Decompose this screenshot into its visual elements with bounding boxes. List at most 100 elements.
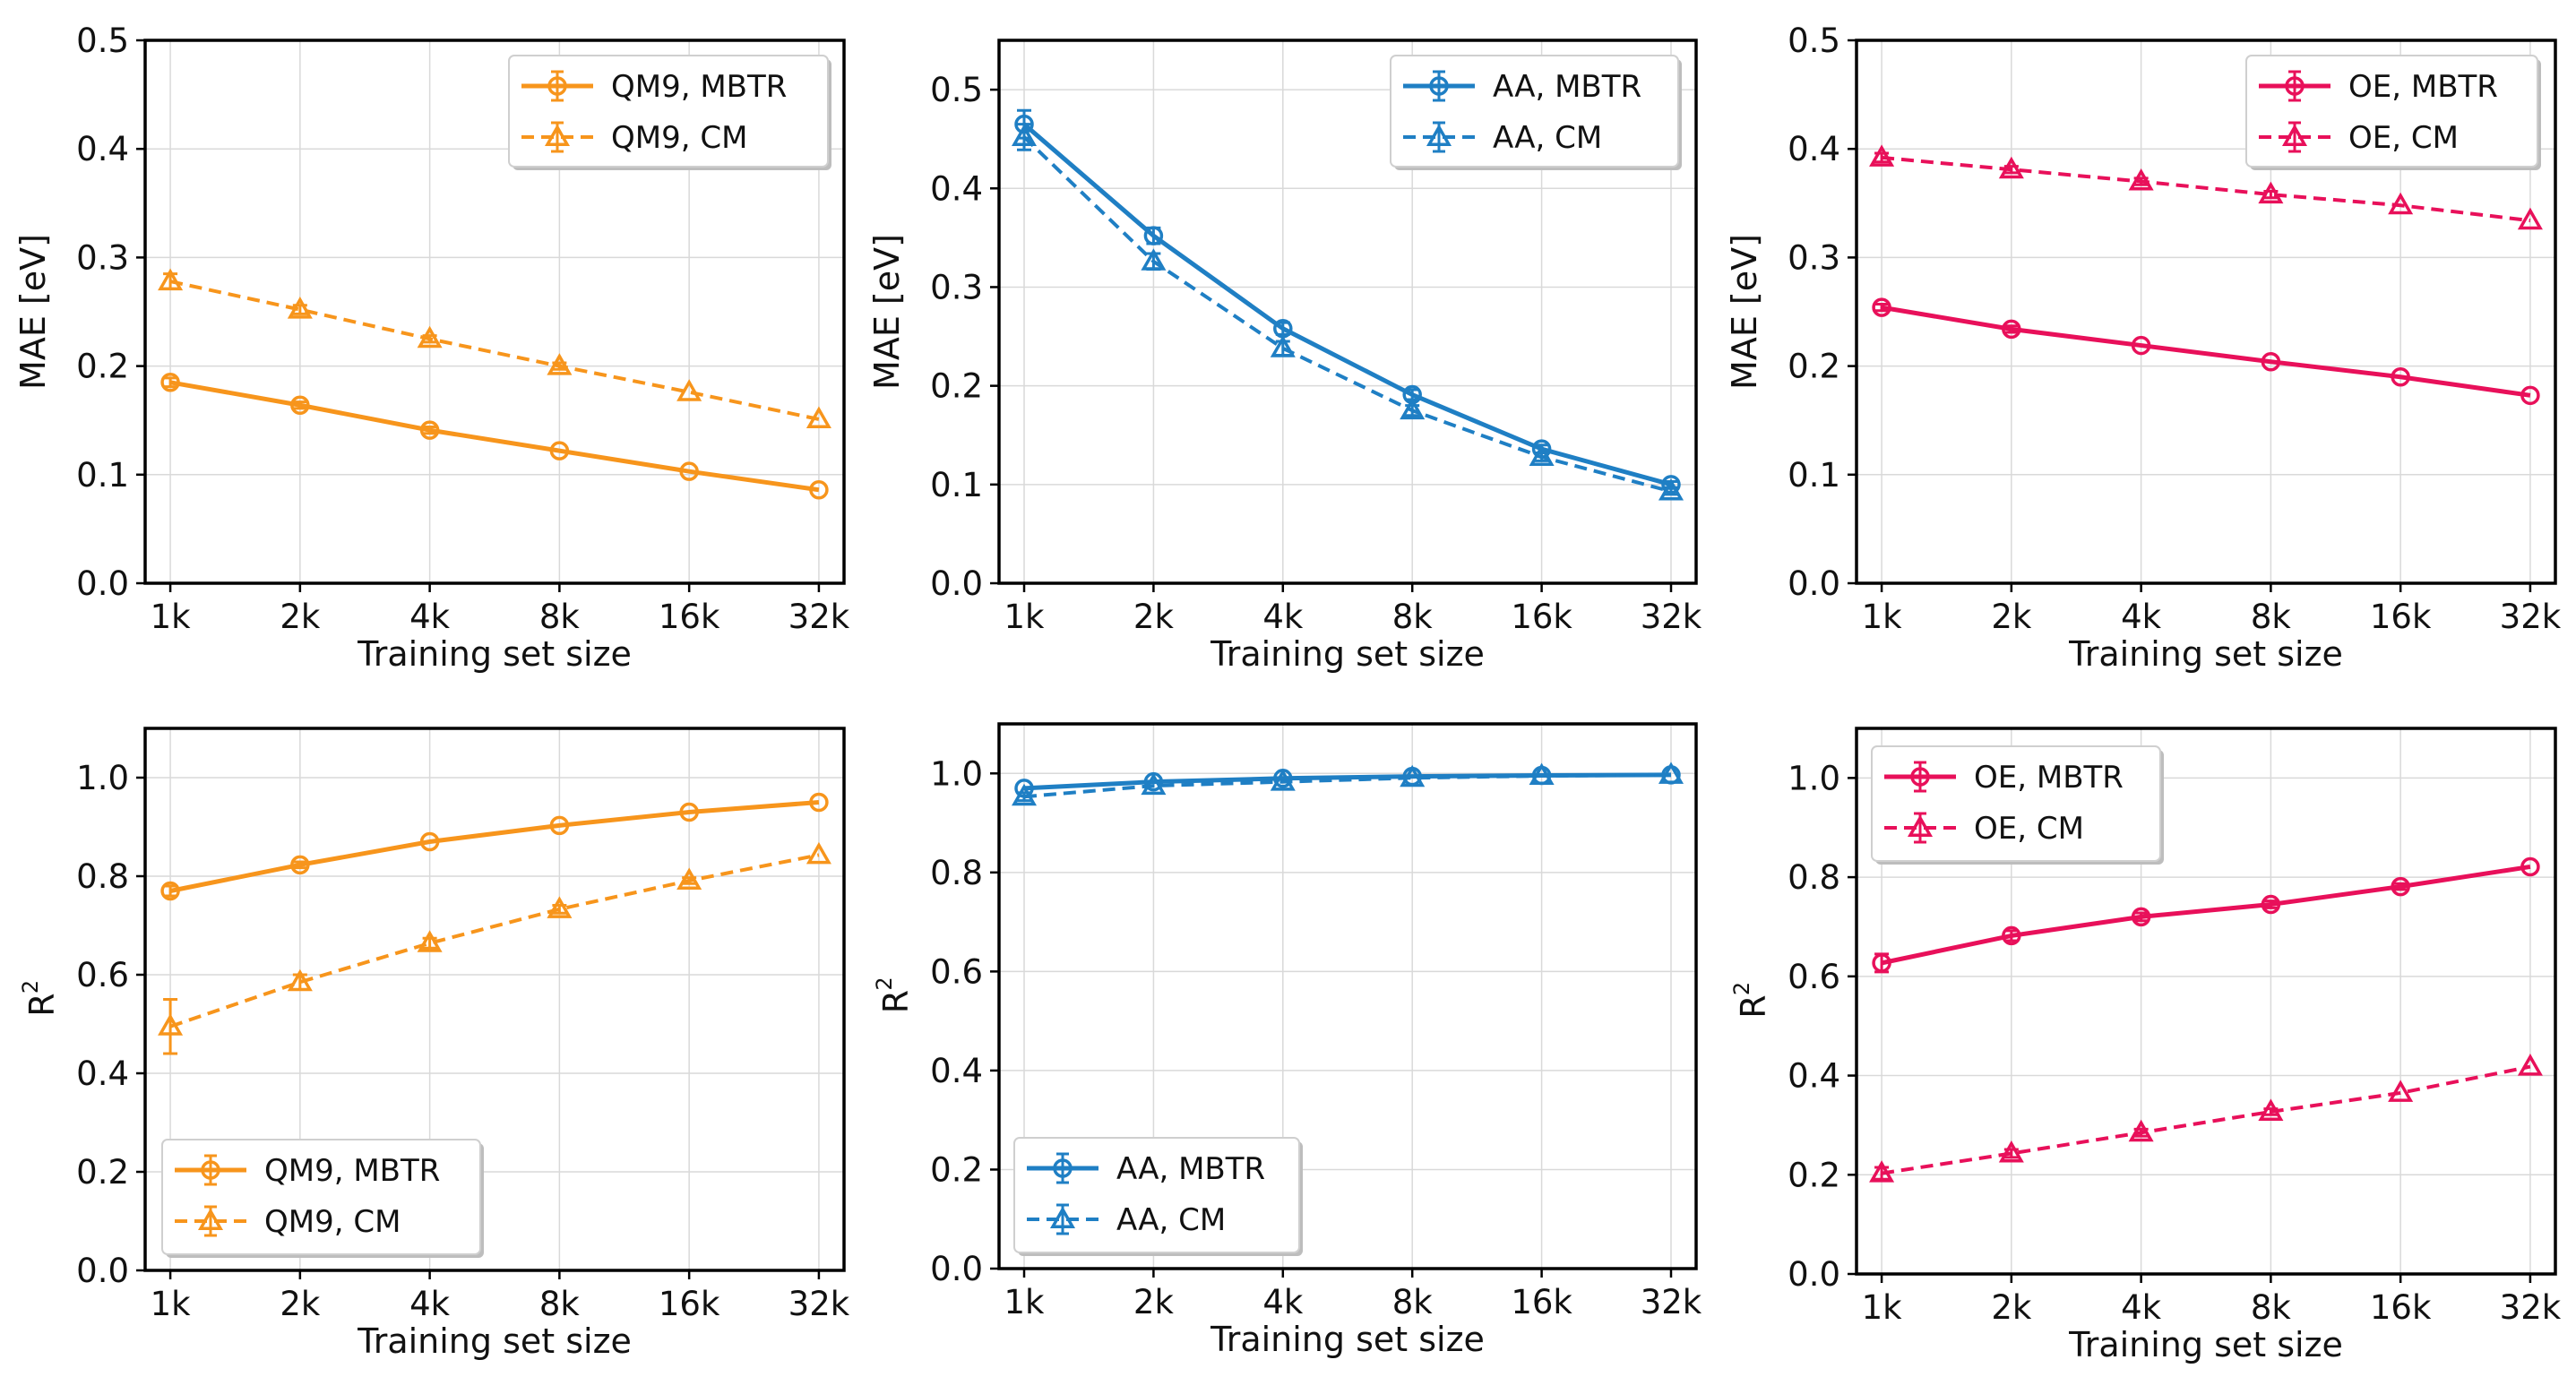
y-tick-label: 0.0 xyxy=(76,1252,129,1290)
y-tick-label: 0.0 xyxy=(930,1250,983,1288)
y-tick-label: 0.5 xyxy=(930,71,983,109)
y-axis-title: MAE [eV] xyxy=(13,234,53,390)
data-point xyxy=(1872,297,1891,317)
legend-label: AA, MBTR xyxy=(1116,1151,1265,1187)
plot-frame xyxy=(997,722,1698,1270)
x-axis-title: Training set size xyxy=(1210,1320,1485,1359)
legend-marker xyxy=(1053,1158,1073,1178)
y-axis: 0.0 0.1 0.2 0.3 0.4 0.5 MAE [eV] xyxy=(13,22,145,603)
data-point xyxy=(1529,762,1555,786)
data-point xyxy=(2131,907,2151,927)
y-tick-label: 0.6 xyxy=(930,952,983,991)
data-point xyxy=(2517,1054,2543,1076)
data-point xyxy=(1141,772,1167,796)
x-tick-label: 16k xyxy=(1511,598,1572,636)
x-axis-title: Training set size xyxy=(2068,634,2343,674)
x-axis: 1k 2k 4k 8k 16k 32k Training set size xyxy=(1862,583,2562,674)
x-tick-label: 2k xyxy=(1991,1288,2032,1327)
data-point xyxy=(2388,192,2414,215)
data-point xyxy=(2002,319,2021,340)
data-point xyxy=(1011,783,1038,806)
series-line xyxy=(1881,864,2531,966)
y-axis: 0.0 0.2 0.4 0.6 0.8 1.0 R2 xyxy=(18,759,145,1290)
series-cm xyxy=(1869,1054,2543,1183)
data-point xyxy=(549,441,570,460)
legend: QM9, MBTR QM9, CM xyxy=(161,1139,484,1258)
x-tick-label: 1k xyxy=(1862,1288,1903,1327)
legend-marker xyxy=(201,1160,220,1180)
y-axis-title-base: R xyxy=(876,990,916,1013)
data-point xyxy=(2258,1098,2284,1121)
chart-panel-aa-r2: 1k 2k 4k 8k 16k 32k Training set size 0.0 0.2 0.4… xyxy=(872,722,1702,1359)
y-tick-label: 1.0 xyxy=(76,759,129,797)
x-tick-label: 1k xyxy=(1004,598,1046,636)
x-tick-label: 4k xyxy=(409,598,451,636)
legend-marker xyxy=(1426,124,1452,146)
x-axis: 1k 2k 4k 8k 16k 32k Training set size xyxy=(1862,1274,2562,1364)
y-tick-label: 0.2 xyxy=(1788,1156,1840,1194)
plot-frame xyxy=(143,727,846,1272)
series-line xyxy=(1022,135,1672,494)
data-point xyxy=(1872,953,1891,973)
data-point xyxy=(2258,181,2284,204)
data-point xyxy=(2002,925,2021,946)
x-tick-label: 32k xyxy=(788,1285,850,1323)
legend-label: AA, CM xyxy=(1493,120,1602,156)
data-point xyxy=(1998,156,2024,179)
chart-panel-aa-mae: 1k 2k 4k 8k 16k 32k Training set size 0.0 0.1 0.2… xyxy=(867,39,1702,674)
x-tick-label: 16k xyxy=(659,1285,720,1323)
series-line xyxy=(169,800,820,893)
x-axis-title: Training set size xyxy=(2068,1325,2343,1364)
data-point xyxy=(1529,443,1555,466)
data-point xyxy=(679,461,699,481)
data-point xyxy=(2517,207,2543,230)
legend-marker xyxy=(1910,767,1930,787)
y-tick-label: 0.4 xyxy=(930,169,983,208)
y-tick-label: 0.3 xyxy=(930,268,983,306)
x-axis: 1k 2k 4k 8k 16k 32k Training set size xyxy=(151,583,850,674)
y-tick-label: 0.4 xyxy=(1788,1057,1840,1096)
x-tick-label: 1k xyxy=(151,598,192,636)
series-line xyxy=(169,853,820,1028)
data-point xyxy=(2388,1080,2414,1102)
series-cm xyxy=(1869,144,2543,230)
series-line xyxy=(1023,772,1672,799)
data-point xyxy=(549,815,570,836)
x-tick-label: 8k xyxy=(539,1285,581,1323)
x-tick-label: 8k xyxy=(2251,1288,2292,1327)
chart-panel-oe-mae: 1k 2k 4k 8k 16k 32k Training set size 0.0 0.1 0.2… xyxy=(1725,22,2562,674)
x-tick-label: 2k xyxy=(1133,1283,1175,1321)
x-axis: 1k 2k 4k 8k 16k 32k Training set size xyxy=(1004,1269,1702,1359)
x-tick-label: 4k xyxy=(1262,1283,1304,1321)
data-point xyxy=(287,968,313,992)
y-axis: 0.0 0.2 0.4 0.6 0.8 1.0 R2 xyxy=(872,754,999,1288)
y-tick-label: 0.5 xyxy=(76,22,129,60)
data-point xyxy=(419,420,440,440)
y-axis-title-sup: 2 xyxy=(872,977,897,990)
legend-marker xyxy=(1429,76,1449,96)
data-point xyxy=(2261,352,2281,372)
x-tick-label: 4k xyxy=(1262,598,1304,636)
plot-frame xyxy=(1855,39,2557,585)
x-tick-label: 1k xyxy=(151,1285,192,1323)
data-point xyxy=(1658,478,1684,501)
y-tick-label: 0.0 xyxy=(930,564,983,603)
y-tick-label: 0.6 xyxy=(1788,958,1840,996)
legend-marker xyxy=(197,1208,224,1230)
x-axis-title: Training set size xyxy=(1210,634,1485,674)
data-point xyxy=(1270,769,1296,791)
chart-panel-qm9-r2: 1k 2k 4k 8k 16k 32k Training set size 0.0 0.2 0.4… xyxy=(18,727,850,1361)
data-point xyxy=(2520,856,2540,877)
y-axis-title: R2 xyxy=(872,977,916,1013)
data-point xyxy=(2520,385,2540,406)
data-point xyxy=(676,379,702,401)
y-tick-label: 0.8 xyxy=(1788,858,1840,897)
legend-marker xyxy=(1907,814,1934,837)
data-point xyxy=(2131,335,2151,356)
legend-marker xyxy=(2285,76,2305,96)
x-tick-label: 16k xyxy=(2370,598,2432,636)
y-axis: 0.0 0.1 0.2 0.3 0.4 0.5 MAE [eV] xyxy=(867,71,999,603)
x-tick-label: 4k xyxy=(2121,598,2162,636)
x-tick-label: 1k xyxy=(1862,598,1903,636)
y-tick-label: 0.2 xyxy=(1788,348,1840,386)
